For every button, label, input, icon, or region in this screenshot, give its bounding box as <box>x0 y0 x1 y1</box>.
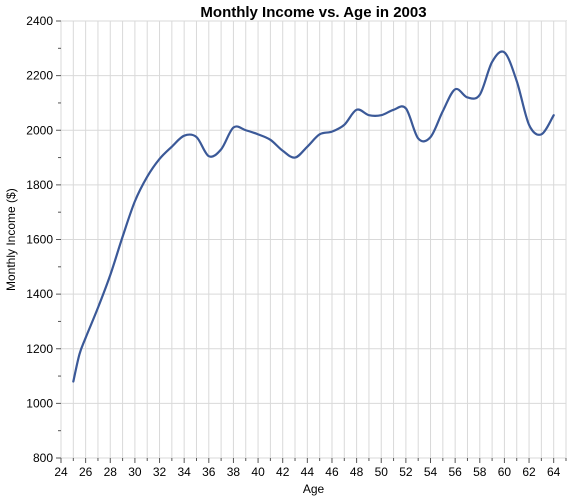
x-tick-label: 34 <box>177 465 191 479</box>
x-tick-label: 48 <box>350 465 364 479</box>
y-tick-label: 1600 <box>26 233 53 247</box>
y-tick-label: 1800 <box>26 178 53 192</box>
x-tick-label: 30 <box>128 465 142 479</box>
y-tick-label: 1000 <box>26 396 53 410</box>
x-tick-label: 38 <box>227 465 241 479</box>
y-tick-label: 2400 <box>26 14 53 28</box>
x-tick-label: 62 <box>522 465 536 479</box>
x-tick-label: 32 <box>153 465 167 479</box>
series-line-0 <box>72 50 555 383</box>
x-tick-label: 44 <box>301 465 315 479</box>
series-group <box>72 50 555 383</box>
y-tick-label: 2200 <box>26 69 53 83</box>
chart-title: Monthly Income vs. Age in 2003 <box>200 4 427 21</box>
y-tick-label: 1200 <box>26 342 53 356</box>
axis-ticks: 24 26 28 30 32 34 36 38 40 42 44 46 48 50 52 54 56 58 60 62… <box>26 14 567 479</box>
grid-lines <box>60 20 567 459</box>
x-tick-label: 42 <box>276 465 290 479</box>
x-tick-label: 56 <box>448 465 462 479</box>
x-tick-label: 60 <box>498 465 512 479</box>
x-tick-label: 58 <box>473 465 487 479</box>
x-tick-label: 64 <box>547 465 561 479</box>
x-tick-label: 24 <box>54 465 68 479</box>
y-tick-label: 1400 <box>26 287 53 301</box>
x-tick-label: 28 <box>104 465 118 479</box>
y-tick-label: 800 <box>33 451 53 465</box>
x-tick-label: 50 <box>375 465 389 479</box>
x-tick-label: 40 <box>251 465 265 479</box>
y-axis-label: Monthly Income ($) <box>4 188 18 291</box>
y-tick-label: 2000 <box>26 123 53 137</box>
x-tick-label: 26 <box>79 465 93 479</box>
x-tick-label: 52 <box>399 465 413 479</box>
x-tick-label: 46 <box>325 465 339 479</box>
x-axis-label: Age <box>302 482 325 496</box>
x-tick-label: 36 <box>202 465 216 479</box>
x-tick-label: 54 <box>424 465 438 479</box>
